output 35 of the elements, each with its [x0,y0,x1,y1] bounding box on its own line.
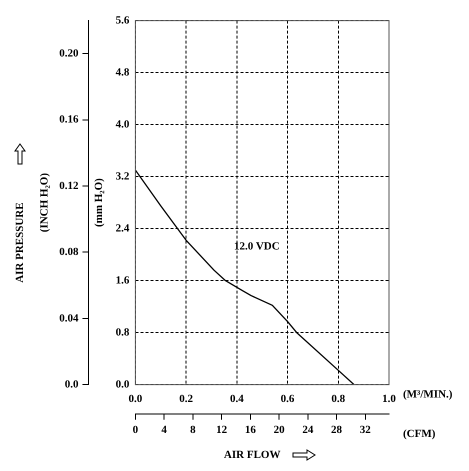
y-axis-title: (mm H₂O) [92,178,105,228]
x-tick-label: 0.4 [230,393,244,406]
y-tick-label: 0.8 [116,326,130,338]
x2-tick-label: 24 [302,424,314,436]
y2-axis-title: (INCH H₂O) [38,172,50,232]
y2-tick-label: 0.0 [64,378,79,390]
x2-tick-label: 32 [360,424,372,436]
x2-tick-label: 4 [161,424,168,436]
x-axis-title: (M³/MIN.) [403,388,453,400]
x-tick-label: 0.8 [331,393,346,406]
x2-tick-label: 20 [274,424,286,436]
y2-tick-label: 0.08 [59,246,79,258]
y2-tick-label: 0.12 [59,180,79,192]
x2-axis-title: (CFM) [403,428,436,440]
x2-tick-label: 28 [331,424,343,436]
x2-tick-label: 0 [132,424,139,436]
x-tick-label: 0.2 [179,393,194,406]
y2-tick-label: 0.20 [59,48,79,60]
y-tick-label: 2.4 [116,222,130,234]
y2-tick-label: 0.16 [59,114,79,126]
x2-tick-label: 8 [190,424,196,436]
x2-tick-label: 16 [244,424,256,436]
x-tick-label: 1.0 [382,393,396,406]
text: AIR FLOW [224,448,280,461]
y-tick-label: 4.0 [116,118,130,130]
y-tick-label: 4.8 [116,66,130,78]
x-tick-label: 0.0 [128,393,143,406]
y-tick-label: 1.6 [116,274,130,286]
y-tick-label: 0.0 [116,378,130,390]
y-tick-label: 3.2 [116,170,130,182]
text: AIR PRESSURE [14,202,26,283]
x-tick-label: 0.6 [280,393,295,406]
y2-tick-label: 0.04 [59,312,79,324]
y-tick-label: 5.6 [116,14,130,26]
x2-tick-label: 12 [216,424,228,436]
